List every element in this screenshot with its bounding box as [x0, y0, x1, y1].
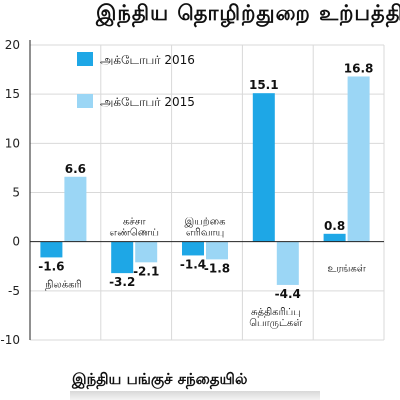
- bar-oct-2016: [252, 93, 275, 242]
- legend-label: அக்டோபர் 2015: [100, 95, 195, 109]
- category-label: நிலக்கரி: [45, 279, 82, 290]
- bar-oct-2015: [64, 176, 87, 242]
- data-label: 15.1: [249, 78, 279, 92]
- legend-label: அக்டோபர் 2016: [100, 53, 195, 67]
- axes: [29, 40, 384, 340]
- data-label: -1.4: [180, 257, 206, 271]
- category-label: கச்சா: [123, 217, 146, 228]
- gridlines: [30, 44, 385, 341]
- bar-oct-2015: [276, 241, 299, 285]
- y-tick-label: 10: [5, 136, 20, 150]
- bar-oct-2015: [347, 76, 370, 242]
- category-label: எண்ணெய்: [109, 228, 159, 239]
- footer-faded-text: [70, 391, 320, 400]
- footer-caption: இந்திய பங்குச் சந்தையில்: [72, 370, 248, 388]
- bar-oct-2015: [206, 241, 228, 260]
- legend-swatch: [77, 94, 93, 108]
- bars: [40, 76, 370, 285]
- y-tick-label: 5: [12, 186, 20, 200]
- category-label: எரிவாயு: [186, 228, 224, 239]
- y-tick-label: -10: [0, 333, 20, 347]
- bar-oct-2016: [111, 241, 134, 274]
- legend-swatch: [77, 52, 93, 66]
- bar-oct-2016: [40, 241, 63, 258]
- y-tick-label: 0: [12, 235, 20, 249]
- data-label: -2.1: [133, 264, 159, 278]
- data-label: 0.8: [324, 219, 345, 233]
- bar-oct-2016: [182, 241, 204, 256]
- category-label: இயற்கை: [185, 217, 226, 228]
- bar-oct-2016: [323, 233, 346, 242]
- data-label: -1.8: [204, 261, 230, 275]
- category-label: பொருட்கள்: [249, 318, 302, 329]
- labels: 20 15 10 5 0 -5 -10 -1.6 -3.2 -1.4 15.1 0.8 6.6 -2.1 -…: [0, 38, 373, 347]
- category-label: உரங்கள்: [327, 264, 365, 275]
- legend: அக்டோபர் 2016 அக்டோபர் 2015: [77, 52, 195, 109]
- data-label: -1.6: [38, 259, 64, 273]
- bar-oct-2015: [135, 241, 158, 263]
- chart-title: இந்திய தொழிற்துறை உற்பத்தி: [96, 1, 400, 25]
- y-tick-label: 15: [5, 87, 20, 101]
- category-label: சுத்திகரிப்பு: [251, 307, 301, 318]
- y-tick-label: -5: [8, 284, 20, 298]
- data-label: -3.2: [109, 275, 135, 289]
- data-label: 6.6: [65, 162, 86, 176]
- data-label: 16.8: [344, 61, 374, 75]
- y-tick-label: 20: [5, 38, 20, 52]
- data-label: -4.4: [275, 287, 301, 301]
